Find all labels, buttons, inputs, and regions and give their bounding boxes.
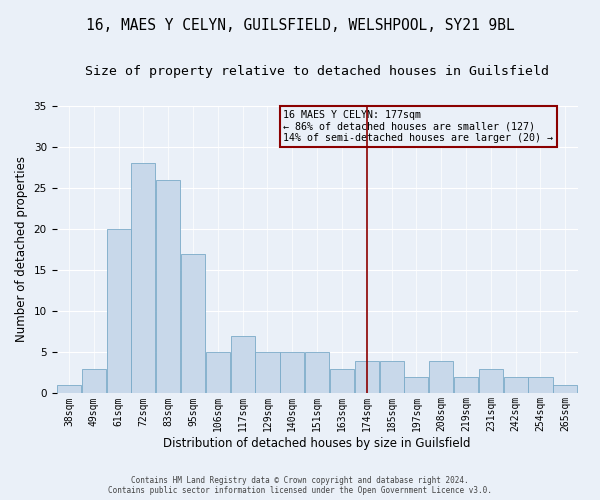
Bar <box>454 377 478 394</box>
Bar <box>156 180 180 394</box>
Bar <box>82 368 106 394</box>
Bar <box>57 385 81 394</box>
Bar <box>305 352 329 394</box>
Bar <box>553 385 577 394</box>
Bar <box>131 163 155 394</box>
Bar <box>429 360 453 394</box>
Bar <box>529 377 553 394</box>
Bar <box>355 360 379 394</box>
Bar <box>330 368 354 394</box>
X-axis label: Distribution of detached houses by size in Guilsfield: Distribution of detached houses by size … <box>163 437 471 450</box>
Bar <box>503 377 528 394</box>
Bar <box>256 352 280 394</box>
Bar <box>230 336 255 394</box>
Bar <box>280 352 304 394</box>
Bar <box>380 360 404 394</box>
Text: 16 MAES Y CELYN: 177sqm
← 86% of detached houses are smaller (127)
14% of semi-d: 16 MAES Y CELYN: 177sqm ← 86% of detache… <box>283 110 553 143</box>
Bar <box>181 254 205 394</box>
Y-axis label: Number of detached properties: Number of detached properties <box>15 156 28 342</box>
Bar <box>479 368 503 394</box>
Title: Size of property relative to detached houses in Guilsfield: Size of property relative to detached ho… <box>85 65 549 78</box>
Bar <box>107 229 131 394</box>
Text: 16, MAES Y CELYN, GUILSFIELD, WELSHPOOL, SY21 9BL: 16, MAES Y CELYN, GUILSFIELD, WELSHPOOL,… <box>86 18 514 32</box>
Bar <box>206 352 230 394</box>
Text: Contains HM Land Registry data © Crown copyright and database right 2024.
Contai: Contains HM Land Registry data © Crown c… <box>108 476 492 495</box>
Bar <box>404 377 428 394</box>
